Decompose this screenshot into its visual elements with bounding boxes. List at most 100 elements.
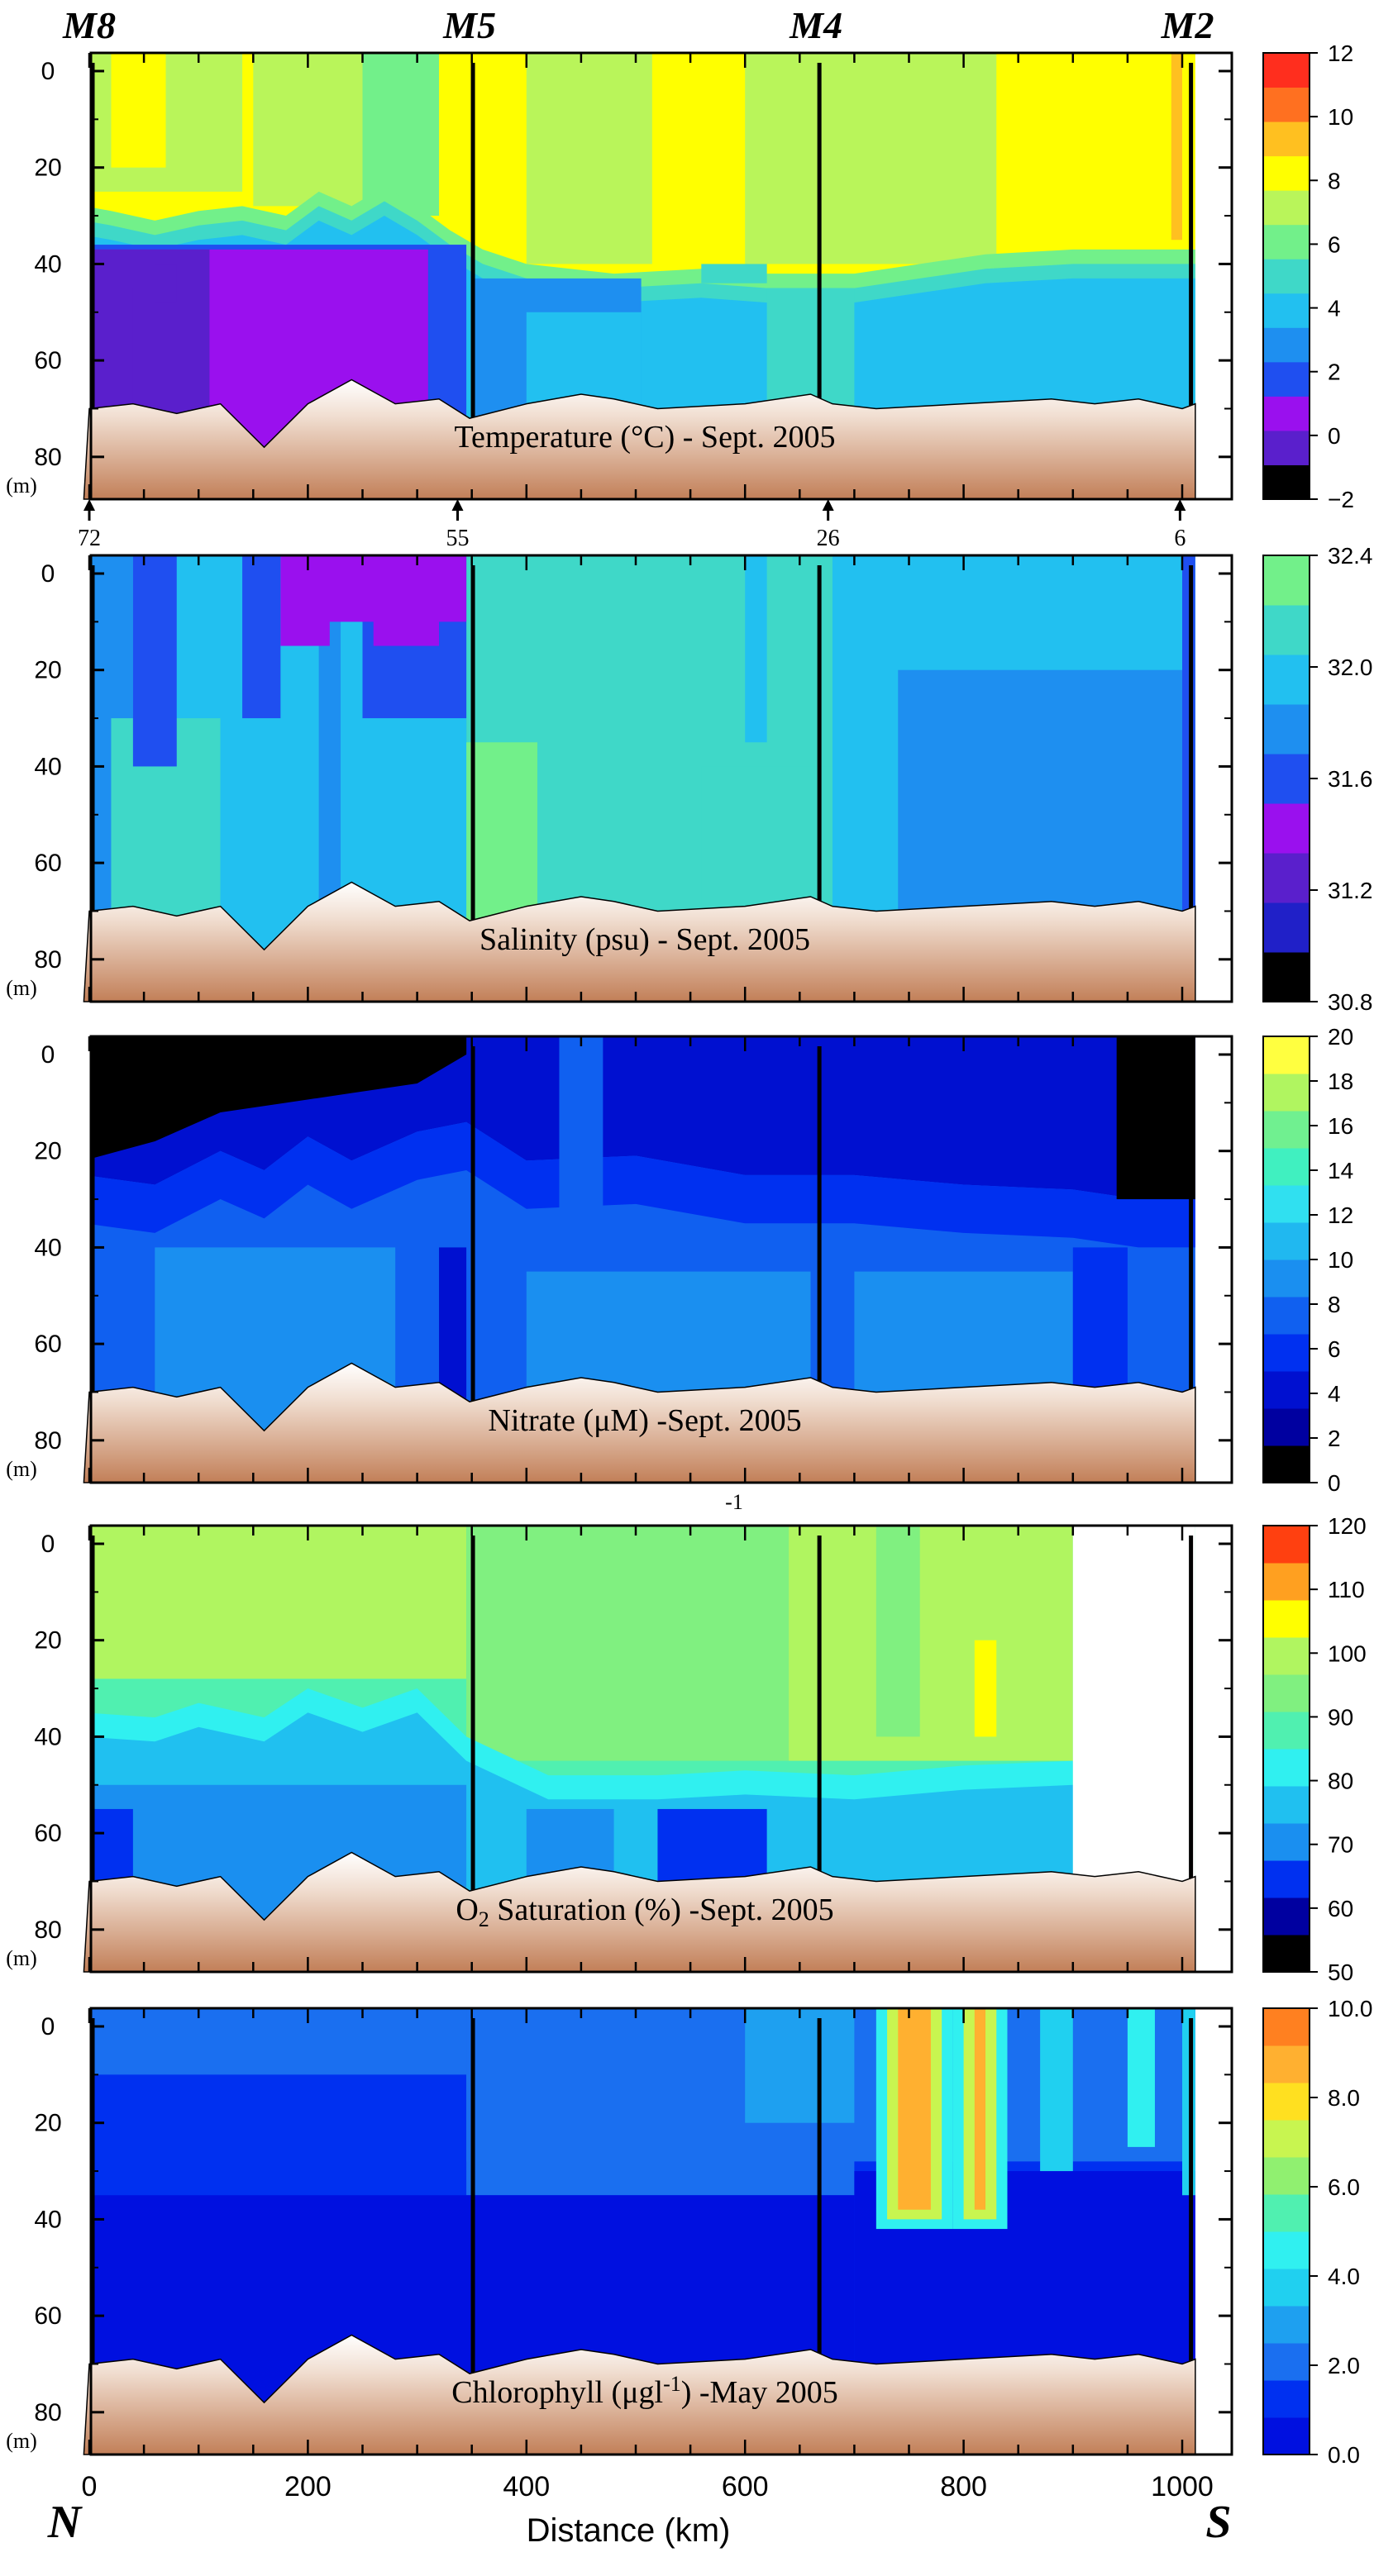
colorbar-swatch bbox=[1263, 2306, 1310, 2344]
x-tick-label: 600 bbox=[722, 2471, 769, 2502]
title-subscript: 2 bbox=[479, 1907, 489, 1931]
y-tick-label: 60 bbox=[34, 347, 61, 374]
colorbar-tick-label: 31.6 bbox=[1328, 766, 1373, 792]
depth-unit: (m) bbox=[6, 976, 37, 1000]
plot-frame bbox=[89, 51, 1233, 501]
y-tick-label: 40 bbox=[34, 2206, 61, 2233]
colorbar-tick-label: 8 bbox=[1328, 1292, 1341, 1317]
plot-frame bbox=[89, 1524, 1233, 1974]
colorbar-swatch bbox=[1263, 853, 1310, 903]
station-number-label: 55 bbox=[446, 526, 470, 551]
contour-patch bbox=[974, 2008, 986, 2210]
depth-unit: (m) bbox=[6, 474, 37, 498]
contour-patch bbox=[373, 555, 440, 646]
y-tick-label: 20 bbox=[34, 657, 61, 684]
colorbar-swatch bbox=[1263, 1297, 1310, 1335]
station-arrow-head bbox=[1174, 499, 1186, 511]
colorbar-swatch bbox=[1263, 1786, 1310, 1824]
stray-superscript: -1 bbox=[725, 1490, 743, 1514]
colorbar-swatch bbox=[1263, 754, 1310, 804]
colorbar-tick-label: 2 bbox=[1328, 1426, 1341, 1451]
colorbar-swatch bbox=[1263, 902, 1310, 953]
contour-patch bbox=[280, 555, 330, 646]
colorbar-frame bbox=[1262, 2007, 1310, 2455]
depth-unit: (m) bbox=[6, 2429, 37, 2453]
contour-patch bbox=[91, 2074, 467, 2172]
y-tick-label: 60 bbox=[34, 1820, 61, 1847]
contour-patch bbox=[91, 1526, 467, 1679]
colorbar-swatch bbox=[1263, 1185, 1310, 1223]
station-number-label: 26 bbox=[817, 526, 840, 551]
contour-patch bbox=[132, 555, 177, 767]
y-tick-label: 20 bbox=[34, 1627, 61, 1655]
plot-frame bbox=[89, 1035, 1233, 1484]
title-prefix: Chlorophyll (μgl bbox=[451, 2375, 663, 2410]
station-labels: M8 M5 M4 M2 bbox=[62, 4, 1214, 46]
y-tick-label: 0 bbox=[41, 1041, 55, 1069]
contour-patch bbox=[155, 264, 177, 303]
contour-patch bbox=[701, 264, 767, 283]
panel-title: O2 Saturation (%) -Sept. 2005 bbox=[456, 1893, 833, 1931]
contour-band bbox=[91, 1121, 1195, 1248]
colorbar-tick-label: 12 bbox=[1328, 40, 1353, 66]
colorbar-swatch bbox=[1263, 1036, 1310, 1074]
y-tick-label: 80 bbox=[34, 444, 61, 471]
colorbar-swatch bbox=[1263, 1860, 1310, 1898]
contour-patch bbox=[745, 2008, 855, 2123]
station-number-label: 6 bbox=[1174, 526, 1186, 551]
contour-patch bbox=[745, 555, 767, 743]
colorbar-tick-label: 2.0 bbox=[1328, 2353, 1360, 2378]
colorbar-swatch bbox=[1263, 1712, 1310, 1750]
colorbar-tick-label: 14 bbox=[1328, 1158, 1353, 1183]
colorbar-swatch bbox=[1263, 2343, 1310, 2381]
contour-patch bbox=[1171, 53, 1182, 240]
colorbar-swatch bbox=[1263, 155, 1310, 191]
colorbar-swatch bbox=[1263, 1259, 1310, 1298]
y-tick-label: 0 bbox=[41, 58, 55, 85]
colorbar-frame bbox=[1262, 52, 1310, 500]
title-prefix: O bbox=[456, 1893, 478, 1927]
colorbar-tick-label: 80 bbox=[1328, 1769, 1353, 1794]
y-tick-label: 40 bbox=[34, 1234, 61, 1261]
station-arrow-head bbox=[451, 499, 464, 511]
colorbar-swatch bbox=[1263, 464, 1310, 500]
y-tick-label: 60 bbox=[34, 2302, 61, 2330]
direction-south: S bbox=[1205, 2497, 1231, 2548]
colorbar-swatch bbox=[1263, 1408, 1310, 1446]
colorbar-tick-label: 90 bbox=[1328, 1704, 1353, 1730]
station-number-label: 72 bbox=[78, 526, 101, 551]
colorbar: 12 10 8 6 4 2 0 −2 bbox=[1262, 40, 1354, 512]
contour-patch bbox=[745, 53, 997, 264]
colorbar-swatch bbox=[1263, 2157, 1310, 2195]
contour-patch bbox=[898, 2008, 931, 2210]
colorbar-swatch bbox=[1263, 704, 1310, 755]
colorbar-tick-label: 0.0 bbox=[1328, 2442, 1360, 2468]
colorbar-swatch bbox=[1263, 2231, 1310, 2269]
y-tick-label: 60 bbox=[34, 850, 61, 877]
y-tick-label: 20 bbox=[34, 1138, 61, 1165]
colorbar-tick-label: 32.4 bbox=[1328, 543, 1373, 569]
colorbar-swatch bbox=[1263, 555, 1310, 606]
y-tick-label: 20 bbox=[34, 155, 61, 182]
contour-patch bbox=[362, 53, 440, 217]
panel-title: Salinity (psu) - Sept. 2005 bbox=[479, 922, 810, 957]
colorbar-swatch bbox=[1263, 1563, 1310, 1601]
colorbar-tick-label: 2 bbox=[1328, 359, 1341, 385]
field-contours bbox=[91, 1526, 1195, 1972]
colorbar-swatch bbox=[1263, 2194, 1310, 2232]
seabed bbox=[83, 1362, 1196, 1483]
colorbar-tick-label: −2 bbox=[1328, 487, 1354, 512]
title-suffix: ) -May 2005 bbox=[681, 2375, 838, 2410]
colorbar-swatch bbox=[1263, 803, 1310, 854]
seabed bbox=[83, 2334, 1196, 2455]
panel-5: 0 20 40 60 80 (m) Chlorophyll (μgl-1) -May 200… bbox=[6, 1996, 1372, 2468]
colorbar-swatch bbox=[1263, 1897, 1310, 1936]
panel-title: Nitrate (μM) -Sept. 2005 bbox=[488, 1403, 801, 1438]
colorbar-tick-label: 0 bbox=[1328, 423, 1341, 449]
x-tick-label: 800 bbox=[940, 2471, 987, 2502]
colorbar-swatch bbox=[1263, 1371, 1310, 1409]
station-label-m8: M8 bbox=[62, 4, 116, 46]
